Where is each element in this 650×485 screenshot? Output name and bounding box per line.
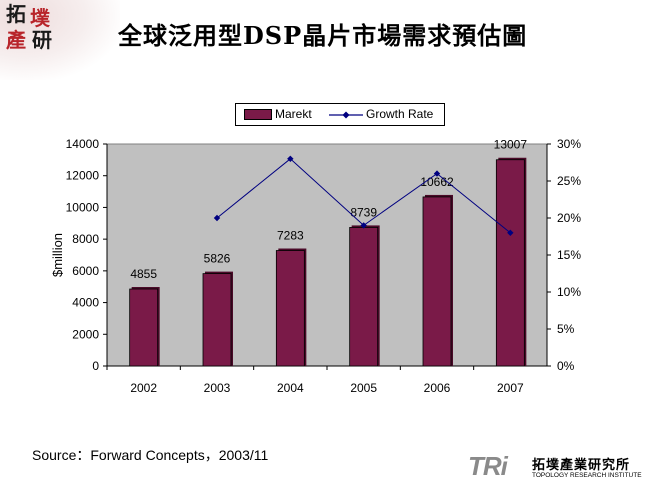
plot-area [106, 143, 548, 367]
growth-rate-point-2 [360, 222, 367, 229]
y-tick-label-6: 12000 [66, 169, 100, 183]
legend-line-swatch [329, 111, 363, 119]
bar-4 [422, 196, 452, 367]
source-note: Source：Forward Concepts，2003/11 [32, 447, 269, 463]
x-tick-label-1: 2003 [204, 381, 231, 395]
x-tick-label-3: 2005 [350, 381, 377, 395]
y-tick-label-2: 4000 [72, 296, 99, 310]
y2-tick-label-0: 0% [557, 359, 575, 373]
growth-rate-point-3 [433, 170, 441, 177]
chart-legend: Marekt Growth Rate [235, 103, 445, 126]
bar-5 [495, 159, 525, 367]
bar-label-2: 7283 [277, 229, 304, 243]
x-tick-label-2: 2004 [277, 381, 304, 395]
legend-marekt: Marekt [244, 107, 312, 121]
legend-growth-rate-label: Growth Rate [366, 107, 434, 121]
bar-label-5: 13007 [494, 138, 528, 152]
y-tick-label-5: 10000 [66, 200, 100, 214]
bar-label-4: 10662 [420, 175, 454, 189]
x-tick-label-0: 2002 [130, 381, 157, 395]
logo-char-4: 研 [32, 28, 52, 52]
legend-growth-rate: Growth Rate [328, 107, 433, 121]
logo-char-3: 產 [6, 28, 26, 52]
bar-1 [202, 273, 232, 367]
institute-logo: 拓 墣 產 研 [4, 2, 66, 56]
y-tick-label-3: 6000 [72, 264, 99, 278]
y2-tick-label-4: 20% [557, 211, 581, 225]
y2-tick-label-2: 10% [557, 285, 581, 299]
logo-char-1: 拓 [6, 2, 26, 26]
bar-label-3: 8739 [350, 205, 377, 219]
legend-marekt-label: Marekt [275, 107, 312, 121]
corner-decoration [0, 0, 120, 80]
growth-rate-point-1 [287, 155, 294, 162]
y2-tick-label-3: 15% [557, 248, 581, 262]
bar-label-0: 4855 [130, 267, 157, 281]
y-tick-label-4: 8000 [72, 232, 99, 246]
footer-org-name-en: TOPOLOGY RESEARCH INSTITUTE [532, 472, 642, 479]
legend-bar-swatch [244, 109, 272, 121]
bar-2 [275, 250, 305, 367]
growth-rate-point-0 [213, 214, 221, 222]
y2-tick-label-1: 5% [557, 322, 575, 336]
y-tick-label-7: 14000 [66, 137, 100, 151]
bar-0 [129, 288, 159, 367]
tri-logo-mark: TRi [468, 451, 508, 481]
y2-tick-label-5: 25% [557, 174, 581, 188]
x-tick-label-5: 2007 [497, 381, 524, 395]
y-tick-label-1: 2000 [72, 327, 99, 341]
growth-rate-point-4 [507, 229, 514, 236]
bar-3 [349, 227, 379, 367]
y-axis-title: $million [50, 233, 65, 277]
slide-title: 全球泛用型DSP晶片市場需求預估圖 [118, 21, 528, 50]
y2-tick-label-6: 30% [557, 137, 581, 151]
footer-logo: TRi 拓墣產業研究所 TOPOLOGY RESEARCH INSTITUTE [468, 452, 646, 482]
logo-char-2: 墣 [30, 6, 50, 30]
y-tick-label-0: 0 [92, 359, 99, 373]
footer-org-name: 拓墣產業研究所 [532, 458, 631, 473]
x-tick-label-4: 2006 [424, 381, 451, 395]
bar-label-1: 5826 [204, 252, 231, 266]
